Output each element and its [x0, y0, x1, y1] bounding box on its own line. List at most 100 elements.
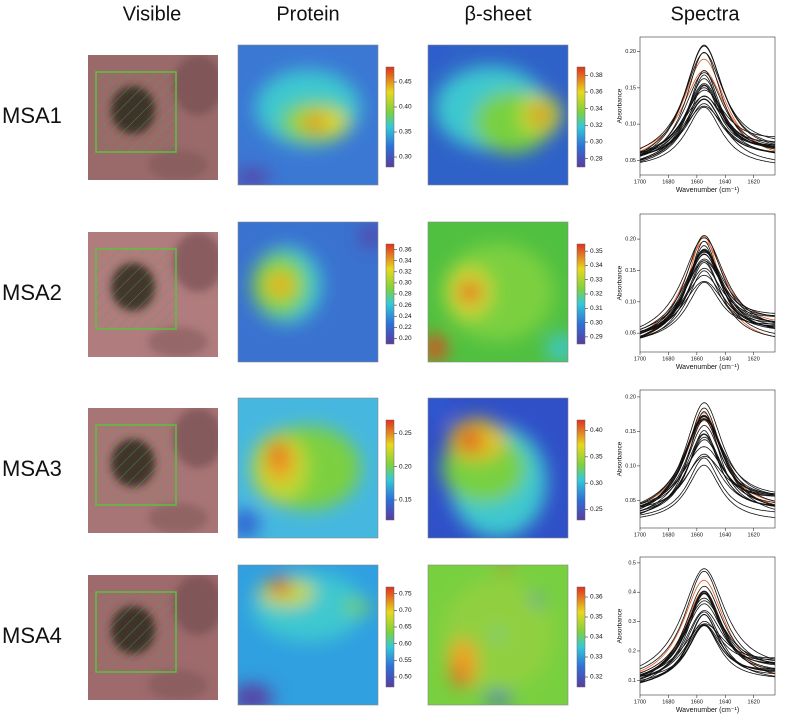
heatmap-blob — [428, 45, 449, 63]
y-tick-label: 0.05 — [625, 331, 636, 337]
y-tick-label: 0.15 — [625, 429, 636, 435]
spectrum — [640, 417, 775, 508]
colorbar-tick-label: 0.36 — [590, 89, 603, 96]
colorbar-tick-label: 0.34 — [590, 262, 603, 269]
colorbar-tick-label: 0.45 — [399, 79, 412, 86]
y-axis-label: Absorbance — [617, 265, 624, 300]
roi-box — [95, 424, 177, 506]
y-tick-label: 0.5 — [628, 560, 636, 566]
spectrum-highlight — [640, 590, 775, 674]
spectrum — [640, 44, 775, 154]
colorbar-tick-label: 0.40 — [590, 427, 603, 434]
x-axis-label: Wavenumber (cm⁻¹) — [676, 187, 739, 194]
plot-frame — [639, 389, 776, 529]
heatmap-frame — [427, 564, 569, 706]
y-tick-label: 0.05 — [625, 498, 636, 504]
heatmap-blob — [306, 116, 324, 131]
spectrum — [640, 106, 775, 164]
spectrum-highlight — [640, 240, 775, 334]
colorbar-tick-label: 0.36 — [590, 594, 603, 601]
heatmap — [238, 222, 378, 362]
heatmap-blob — [238, 510, 259, 538]
heatmap-blob — [454, 666, 466, 688]
x-axis-label: Wavenumber (cm⁻¹) — [676, 707, 739, 714]
x-tick-label: 1640 — [719, 179, 731, 185]
column-header: β-sheet — [464, 3, 532, 25]
colorbar-tick-label: 0.35 — [590, 454, 603, 461]
x-tick-label: 1640 — [719, 356, 731, 362]
tissue-shade — [148, 327, 208, 357]
y-tick-label: 0.1 — [628, 678, 636, 684]
row-label: MSA2 — [2, 280, 62, 305]
spectrum — [640, 425, 775, 512]
tissue-shade — [173, 55, 218, 115]
x-tick-label: 1700 — [634, 532, 646, 538]
colorbar-tick-label: 0.32 — [590, 674, 603, 681]
colorbar-tick-label: 0.30 — [399, 154, 412, 161]
heatmap-frame — [237, 397, 379, 539]
spectrum — [640, 610, 775, 683]
spectra-curves — [640, 568, 775, 684]
spectrum — [640, 45, 775, 156]
spectra-curves — [640, 44, 775, 164]
colorbar-tick-label: 0.30 — [590, 480, 603, 487]
spectrum — [640, 83, 775, 154]
x-tick-label: 1680 — [662, 699, 674, 705]
y-tick-label: 0.10 — [625, 299, 636, 305]
y-tick-label: 0.3 — [628, 619, 636, 625]
column-header: Spectra — [671, 3, 741, 25]
roi-hatch — [96, 425, 176, 505]
colorbar-tick-label: 0.28 — [399, 291, 412, 298]
colorbar-tick-label: 0.35 — [399, 129, 412, 136]
y-tick-label: 0.10 — [625, 122, 636, 128]
spectrum — [640, 260, 775, 339]
heatmap-blob — [343, 600, 371, 614]
plot-frame — [639, 213, 776, 353]
colorbar — [385, 586, 395, 688]
colorbar-tick-label: 0.33 — [590, 654, 603, 661]
spectrum — [640, 585, 775, 680]
roi-hatch — [96, 249, 176, 329]
heatmap-blob — [269, 577, 291, 595]
spectrum — [640, 280, 775, 334]
heatmap-field — [238, 426, 361, 538]
heatmap — [428, 565, 568, 705]
heatmap-field — [442, 565, 554, 704]
colorbar — [385, 243, 395, 345]
roi-box — [95, 591, 177, 673]
y-tick-label: 0.15 — [625, 268, 636, 274]
heatmap-blob — [270, 443, 285, 465]
heatmap-blob — [428, 334, 446, 362]
colorbar-tick-label: 0.34 — [590, 634, 603, 641]
spectrum — [640, 98, 775, 161]
x-tick-label: 1700 — [634, 699, 646, 705]
colorbar-tick-label: 0.35 — [590, 248, 603, 255]
x-tick-label: 1700 — [634, 179, 646, 185]
spectrum — [640, 613, 775, 683]
x-tick-label: 1680 — [662, 532, 674, 538]
x-tick-label: 1620 — [748, 532, 760, 538]
colorbar-tick-label: 0.36 — [399, 246, 412, 253]
heatmap — [428, 45, 568, 185]
heatmap-frame — [427, 44, 569, 186]
spectrum — [640, 614, 775, 684]
heatmap-blob — [494, 631, 502, 639]
heatmap-blob — [532, 595, 543, 605]
y-axis-label: Absorbance — [617, 441, 624, 476]
colorbar-tick-label: 0.30 — [590, 139, 603, 146]
roi-hatch — [96, 592, 176, 672]
spectrum — [640, 457, 775, 516]
plot-frame — [639, 556, 776, 696]
spectrum — [640, 52, 775, 150]
y-tick-label: 0.20 — [625, 394, 636, 400]
tissue-shade — [148, 150, 208, 180]
x-tick-label: 1640 — [719, 532, 731, 538]
heatmap-blob — [238, 684, 273, 705]
colorbar-tick-label: 0.32 — [399, 268, 412, 275]
heatmap-blob — [530, 108, 550, 122]
spectrum — [640, 69, 775, 160]
y-axis-label: Absorbance — [617, 88, 624, 123]
spectrum — [640, 624, 775, 683]
